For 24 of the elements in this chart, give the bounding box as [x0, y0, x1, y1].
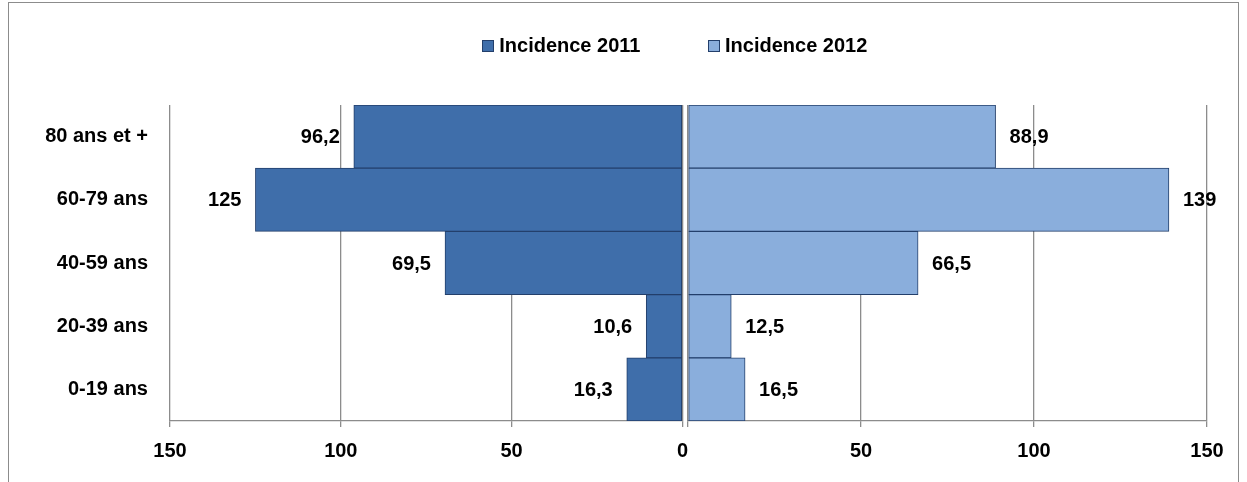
- data-label: 10,6: [593, 314, 633, 337]
- data-label: 139: [1182, 188, 1217, 211]
- y-tick-label: 0-19 ans: [67, 376, 148, 399]
- data-label: 12,5: [745, 314, 785, 337]
- y-tick-label: 60-79 ans: [56, 187, 148, 210]
- x-tick-label: 150: [1190, 438, 1224, 461]
- x-tick-label: 150: [153, 438, 187, 461]
- y-tick-label: 80 ans et +: [45, 124, 148, 147]
- x-tick-label: 0: [676, 438, 688, 461]
- x-tick-label: 50: [849, 438, 873, 461]
- data-label: 16,3: [573, 377, 613, 400]
- x-tick-label: 100: [324, 438, 358, 461]
- y-tick-label: 40-59 ans: [56, 250, 148, 273]
- data-label: 88,9: [1009, 125, 1049, 148]
- legend-label: Incidence 2011: [499, 34, 641, 57]
- y-tick-label: 20-39 ans: [56, 313, 148, 336]
- x-tick-label: 100: [1017, 438, 1051, 461]
- data-label: 96,2: [300, 125, 340, 148]
- data-label: 69,5: [392, 251, 432, 274]
- data-label: 125: [208, 188, 242, 211]
- legend-label: Incidence 2012: [725, 34, 868, 57]
- data-label: 66,5: [932, 251, 972, 274]
- x-tick-label: 50: [500, 438, 523, 461]
- data-label: 16,5: [759, 377, 799, 400]
